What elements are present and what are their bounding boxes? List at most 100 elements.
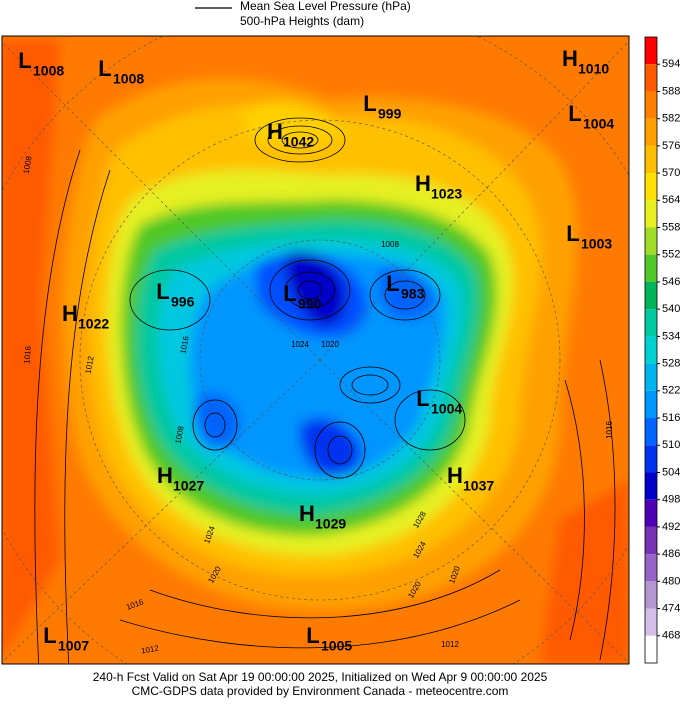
footer-forecast: 240-h Fcst Valid on Sat Apr 19 00:00:00 … — [93, 670, 548, 684]
colorbar-label: 492 — [662, 521, 680, 533]
legend-entry: 500-hPa Heights (dam) — [240, 14, 364, 28]
system-letter: L — [18, 48, 31, 73]
colorbar-swatch — [645, 281, 657, 310]
system-letter: H — [267, 119, 283, 144]
colorbar-swatch — [645, 200, 657, 228]
system-letter: H — [562, 46, 578, 71]
system-letter: L — [306, 623, 319, 648]
colorbar-swatch — [645, 499, 657, 527]
footer-source: CMC-GDPS data provided by Environment Ca… — [132, 684, 509, 698]
contour-label: 1012 — [441, 640, 459, 649]
system-pressure: 1022 — [78, 316, 109, 332]
system-letter: L — [283, 281, 296, 306]
system-letter: L — [98, 56, 111, 81]
system-pressure: 999 — [378, 106, 402, 122]
colorbar-swatch — [645, 363, 657, 391]
system-letter: L — [386, 271, 399, 296]
system-letter: L — [566, 221, 579, 246]
map-frame — [1, 35, 630, 665]
colorbar-label: 522 — [662, 385, 680, 397]
system-letter: H — [157, 463, 173, 488]
colorbar-label: 480 — [662, 575, 680, 587]
colorbar-label: 594 — [662, 58, 680, 70]
colorbar-swatch — [645, 37, 657, 65]
contour-label: 1012 — [84, 355, 96, 375]
system-pressure: 1042 — [283, 134, 314, 150]
colorbar-swatch — [645, 309, 657, 337]
system-pressure: 1023 — [431, 186, 462, 202]
colorbar-swatch — [645, 118, 657, 146]
system-letter: L — [43, 623, 56, 648]
system-pressure: 1010 — [578, 61, 609, 77]
colorbar-swatch — [645, 390, 657, 419]
contour-label: 1008 — [174, 425, 186, 445]
colorbar-swatch — [645, 472, 657, 500]
contour-label: 1012 — [140, 644, 160, 656]
system-letter: H — [447, 463, 463, 488]
system-pressure: 1007 — [58, 638, 89, 654]
contour-label: 1008 — [22, 155, 34, 175]
colorbar-label: 552 — [662, 249, 680, 261]
system-pressure: 1008 — [33, 63, 64, 79]
height-shading — [2, 40, 629, 664]
colorbar-label: 558 — [662, 221, 680, 233]
colorbar-label: 486 — [662, 548, 680, 560]
colorbar-swatch — [645, 227, 657, 255]
system-pressure: 1004 — [583, 116, 614, 132]
contour-label: 1008 — [381, 240, 399, 249]
colorbar-swatch — [645, 608, 657, 636]
contour-label: 1024 — [291, 340, 309, 349]
system-pressure: 983 — [401, 286, 425, 302]
colorbar-label: 564 — [662, 194, 680, 206]
system-letter: L — [416, 386, 429, 411]
legend-entry: Mean Sea Level Pressure (hPa) — [240, 0, 411, 13]
colorbar-swatch — [645, 635, 657, 663]
colorbar-label: 570 — [662, 167, 680, 179]
contour-label: 1020 — [321, 340, 339, 349]
colorbar-label: 504 — [662, 466, 680, 478]
colorbar-swatch — [645, 445, 657, 473]
colorbar-swatch — [645, 336, 657, 364]
colorbar-label: 510 — [662, 439, 680, 451]
system-letter: H — [415, 171, 431, 196]
system-pressure: 1029 — [315, 516, 346, 532]
colorbar-swatch — [645, 64, 657, 92]
system-pressure: 1005 — [321, 638, 352, 654]
colorbar-swatch — [645, 581, 657, 609]
system-pressure: 1008 — [113, 71, 144, 87]
contour-label: 1016 — [605, 421, 614, 439]
system-pressure: 1004 — [431, 401, 462, 417]
contour-label: 1016 — [179, 335, 191, 355]
colorbar-label: 474 — [662, 602, 680, 614]
colorbar-label: 588 — [662, 85, 680, 97]
colorbar-label: 534 — [662, 330, 680, 342]
colorbar-swatch — [645, 254, 657, 282]
system-letter: H — [299, 501, 315, 526]
colorbar-label: 546 — [662, 276, 680, 288]
colorbar-label: 582 — [662, 113, 680, 125]
colorbar-label: 576 — [662, 140, 680, 152]
system-letter: L — [568, 101, 581, 126]
system-pressure: 1037 — [463, 478, 494, 494]
colorbar: 594 588 582 576 570 564 558 552 546 540 534 528 522 5… — [644, 36, 680, 664]
colorbar-frame — [644, 36, 658, 664]
system-pressure: 1003 — [581, 236, 612, 252]
system-pressure: 1027 — [173, 478, 204, 494]
system-pressure: 996 — [171, 294, 195, 310]
colorbar-label: 528 — [662, 358, 680, 370]
colorbar-swatch — [645, 145, 657, 174]
colorbar-label: 498 — [662, 494, 680, 506]
colorbar-label: 540 — [662, 303, 680, 315]
contour-label: 1016 — [22, 345, 33, 364]
colorbar-label: 516 — [662, 412, 680, 424]
colorbar-swatch — [645, 173, 657, 201]
colorbar-swatch — [645, 526, 657, 555]
colorbar-label: 468 — [662, 630, 680, 642]
colorbar-swatch — [645, 418, 657, 446]
system-pressure: 990 — [298, 296, 322, 312]
system-letter: L — [363, 91, 376, 116]
